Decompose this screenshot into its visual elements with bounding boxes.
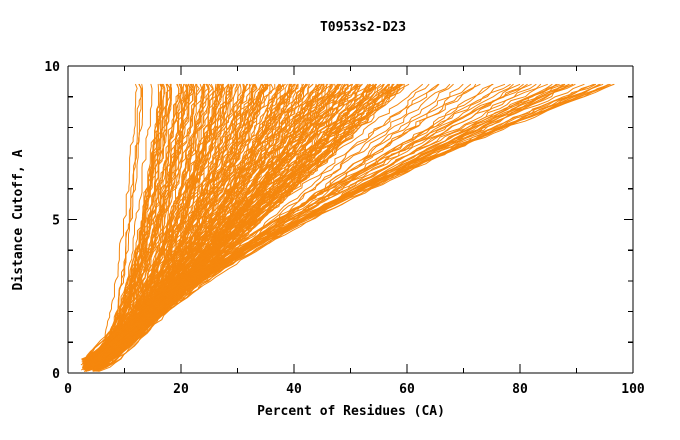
series-curve: [86, 83, 221, 361]
x-axis-label: Percent of Residues (CA): [257, 404, 445, 419]
series-curve: [95, 83, 553, 360]
y-axis-ticks: 0 5 10: [44, 60, 633, 382]
y-axis-label: Distance Cutoff, A: [11, 149, 26, 290]
series-curves-group: [80, 83, 615, 372]
y-tick-label: 5: [52, 214, 60, 229]
x-tick-label: 40: [286, 382, 302, 397]
series-curve: [90, 83, 528, 362]
series-curve: [91, 83, 138, 363]
series-curve: [98, 83, 481, 369]
series-curve: [96, 83, 143, 361]
series-curve: [88, 83, 574, 367]
x-tick-label: 60: [399, 382, 415, 397]
x-tick-label: 100: [621, 382, 645, 397]
series-curve: [94, 83, 611, 359]
series-curve: [85, 83, 203, 359]
x-tick-label: 0: [64, 382, 72, 397]
series-curve: [92, 83, 195, 361]
series-curve: [86, 83, 235, 362]
series-curve: [96, 83, 505, 359]
series-curve: [83, 83, 232, 360]
series-curve: [98, 83, 558, 369]
series-curve: [95, 83, 402, 362]
x-tick-label: 80: [512, 382, 528, 397]
page-title: T0953s2-D23: [320, 20, 406, 35]
x-axis-ticks: 0 20 40 60 80 100: [64, 66, 645, 397]
y-tick-label: 0: [52, 367, 60, 382]
y-tick-label: 10: [44, 60, 60, 75]
x-tick-label: 20: [173, 382, 189, 397]
series-curve: [90, 83, 601, 370]
